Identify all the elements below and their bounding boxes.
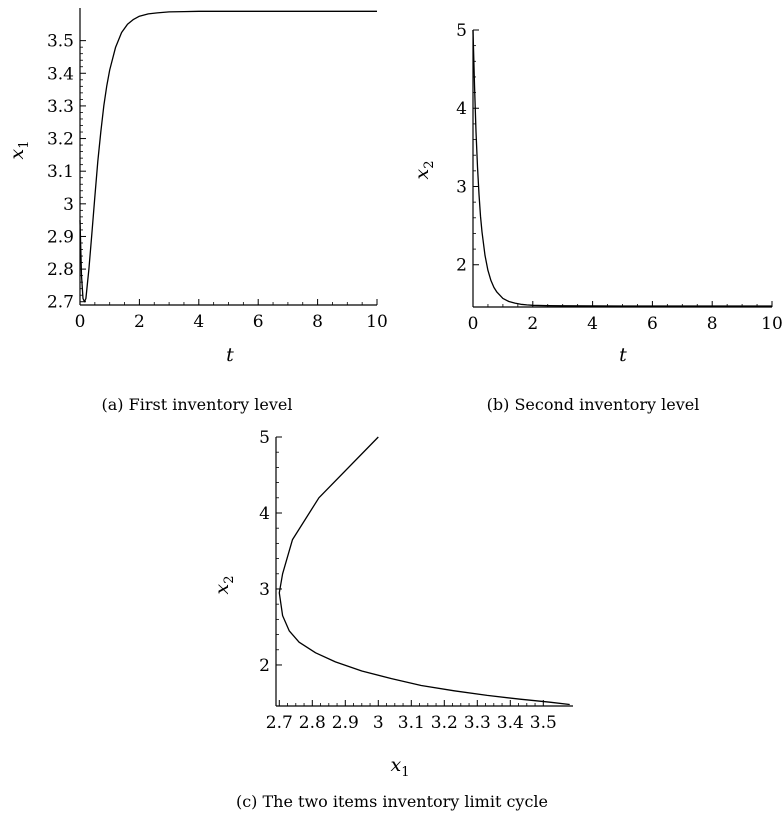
panel-c-limit-cycle: 2.7 2.8 2.9 3 3.1 3.2 3.3 3.4 3.5 2 3 4 5 x1 x2 (c) … (211, 428, 573, 811)
panel-a-xlabel: t (226, 344, 234, 366)
x-tick-label: 6 (253, 312, 264, 332)
panel-c-axes (275, 437, 573, 707)
panel-a-ylabel: x1 (6, 141, 32, 160)
x-tick-label: 6 (647, 314, 658, 334)
panel-b-xlabel: t (619, 344, 627, 366)
y-tick-label: 5 (456, 21, 467, 41)
x-tick-label: 8 (707, 314, 718, 334)
panel-a-marks (79, 10, 377, 303)
panel-b-marks (472, 29, 772, 307)
x-tick-label: 4 (193, 312, 204, 332)
panel-b-ticks: 0 2 4 6 8 10 2 3 4 5 (456, 21, 783, 334)
panel-b-axes (472, 30, 772, 308)
y-tick-label: 3 (63, 195, 74, 215)
x-tick-label: 10 (761, 314, 783, 334)
x-tick-label: 2.8 (299, 713, 326, 733)
x-tick-label: 3.1 (398, 713, 425, 733)
panel-c-ylabel: x2 (211, 576, 237, 595)
panel-c-caption: (c) The two items inventory limit cycle (236, 792, 548, 811)
panel-a-ticks: 0 2 4 6 8 10 2.7 2.8 2.9 3 3.1 3.2 3.3 3.4 3.5 (47, 32, 388, 332)
panel-b-second-inventory-level: 0 2 4 6 8 10 2 3 4 5 t x2 (b) Second inventory le… (411, 21, 783, 414)
panel-c-ticks: 2.7 2.8 2.9 3 3.1 3.2 3.3 3.4 3.5 2 3 4 5 (259, 428, 557, 733)
panel-a-caption: (a) First inventory level (102, 395, 293, 414)
y-tick-label: 3.3 (47, 97, 74, 117)
y-tick-label: 4 (456, 99, 467, 119)
x-tick-label: 2.7 (266, 713, 293, 733)
x-tick-label: 2 (134, 312, 145, 332)
y-tick-label: 2.7 (47, 293, 74, 313)
x-tick-label: 4 (587, 314, 598, 334)
y-tick-label: 4 (259, 504, 270, 524)
y-tick-label: 2 (456, 256, 467, 276)
panel-a-first-inventory-level: 0 2 4 6 8 10 2.7 2.8 2.9 3 3.1 3.2 3.3 3.4 3.5 t x1 (a… (6, 8, 388, 414)
x-tick-label: 3.5 (530, 713, 557, 733)
x-tick-label: 3.4 (497, 713, 524, 733)
series-line (79, 10, 377, 303)
y-tick-label: 3.5 (47, 32, 74, 52)
panel-a-axes (79, 8, 377, 306)
x-tick-label: 8 (312, 312, 323, 332)
x-tick-label: 0 (468, 314, 479, 334)
x-tick-label: 3.3 (464, 713, 491, 733)
series-line (472, 29, 772, 307)
panel-c-xlabel: x1 (391, 754, 410, 780)
y-tick-label: 3 (259, 580, 270, 600)
y-tick-label: 3.4 (47, 64, 74, 84)
y-tick-label: 2.9 (47, 227, 74, 247)
x-tick-label: 0 (75, 312, 86, 332)
y-tick-label: 5 (259, 428, 270, 448)
y-tick-label: 2 (259, 656, 270, 676)
panel-c-marks (278, 436, 570, 706)
y-tick-label: 3.2 (47, 130, 74, 150)
x-tick-label: 3 (373, 713, 384, 733)
series-line (278, 436, 570, 706)
panel-b-ylabel: x2 (411, 161, 437, 180)
panel-b-caption: (b) Second inventory level (487, 395, 700, 414)
x-tick-label: 3.2 (431, 713, 458, 733)
y-tick-label: 3.1 (47, 162, 74, 182)
x-tick-label: 10 (366, 312, 388, 332)
y-tick-label: 2.8 (47, 260, 74, 280)
x-tick-label: 2.9 (332, 713, 359, 733)
x-tick-label: 2 (527, 314, 538, 334)
y-tick-label: 3 (456, 177, 467, 197)
